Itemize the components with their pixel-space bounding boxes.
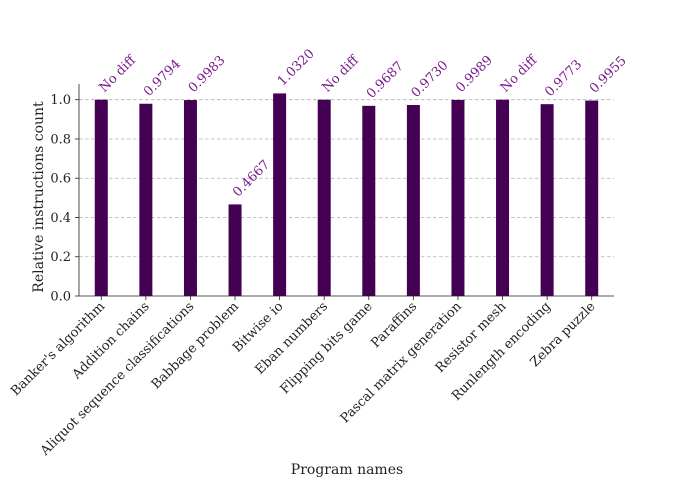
data-label: 0.9983 bbox=[186, 53, 229, 96]
y-tick-label: 0.8 bbox=[50, 132, 71, 147]
y-tick-label: 0.2 bbox=[50, 250, 71, 265]
y-axis-label: Relative instructions count bbox=[31, 101, 47, 293]
x-tick-label: Babbage problem bbox=[149, 299, 242, 392]
y-tick-label: 1.0 bbox=[50, 93, 71, 108]
bar bbox=[496, 99, 510, 296]
bar bbox=[139, 103, 153, 296]
data-label: 0.9773 bbox=[542, 57, 585, 100]
bar bbox=[540, 104, 554, 296]
y-tick-label: 0.4 bbox=[50, 211, 71, 226]
data-label: 0.4667 bbox=[230, 157, 273, 200]
data-label: No diff bbox=[498, 52, 542, 96]
x-axis-label: Program names bbox=[291, 462, 403, 477]
bar bbox=[406, 105, 420, 297]
data-label: 0.9794 bbox=[141, 57, 184, 100]
bar bbox=[183, 100, 197, 296]
data-label: No diff bbox=[319, 52, 363, 96]
data-label: 0.9687 bbox=[364, 59, 407, 102]
y-tick-label: 0.6 bbox=[50, 172, 71, 187]
data-label: 0.9955 bbox=[587, 54, 630, 97]
bar bbox=[273, 93, 287, 296]
data-label: 0.9730 bbox=[409, 58, 452, 101]
axes bbox=[78, 84, 614, 297]
bar bbox=[94, 99, 108, 296]
x-tick-label: Addition chains bbox=[69, 299, 153, 383]
data-label: No diff bbox=[97, 52, 141, 96]
y-ticks: 0.0 0.2 0.4 0.6 0.8 1.0 bbox=[50, 93, 79, 305]
bar bbox=[362, 105, 376, 296]
bar bbox=[317, 99, 331, 296]
gridlines bbox=[79, 99, 614, 258]
y-tick-label: 0.0 bbox=[50, 290, 71, 305]
data-label: 0.9989 bbox=[453, 53, 496, 96]
bar bbox=[228, 204, 242, 296]
bar bbox=[451, 99, 465, 296]
data-label: 1.0320 bbox=[275, 46, 318, 89]
bars bbox=[94, 93, 599, 297]
bar bbox=[585, 100, 599, 296]
